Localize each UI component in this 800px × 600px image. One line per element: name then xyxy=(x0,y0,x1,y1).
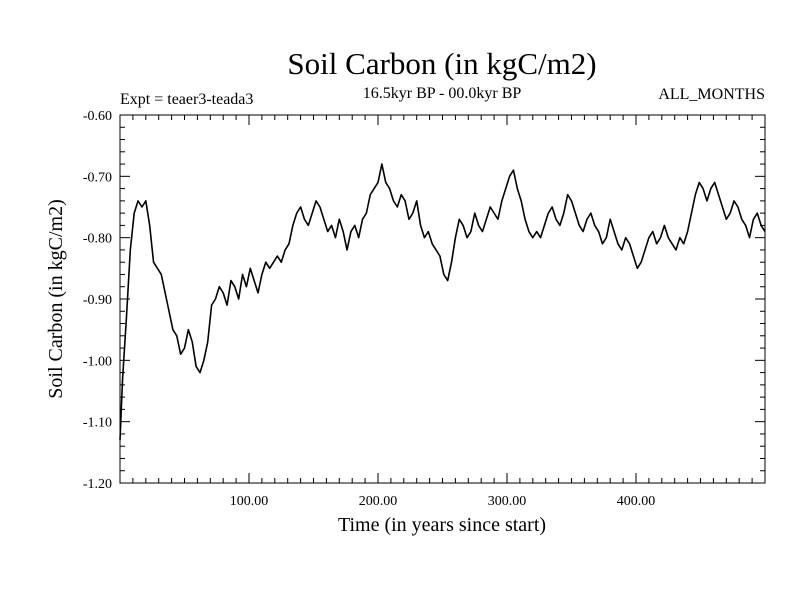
series-line-soil-carbon xyxy=(119,163,766,441)
y-tick-label: -0.90 xyxy=(83,293,112,308)
chart-title: Soil Carbon (in kgC/m2) xyxy=(287,46,596,81)
y-tick-label: -1.10 xyxy=(83,416,112,431)
plot-frame xyxy=(119,114,766,484)
y-tick-label: -0.60 xyxy=(83,109,112,124)
y-tick-label: -1.00 xyxy=(83,354,112,369)
x-tick-label: 100.00 xyxy=(230,494,269,509)
chart-subtitle: 16.5kyr BP - 00.0kyr BP xyxy=(363,85,522,102)
x-tick-label: 300.00 xyxy=(488,494,527,509)
y-tick-label: -0.70 xyxy=(83,170,112,185)
y-axis-label: Soil Carbon (in kgC/m2) xyxy=(45,199,67,398)
experiment-label: Expt = teaer3-teada3 xyxy=(120,91,253,108)
plot-area: 100.00 200.00 300.00 400.00 -0.60 -0.70 -0.80 -… xyxy=(83,109,766,509)
y-tick-label: -0.80 xyxy=(83,232,112,247)
x-tick-label: 200.00 xyxy=(359,494,398,509)
x-axis-label: Time (in years since start) xyxy=(338,514,546,536)
x-tick-label: 400.00 xyxy=(617,494,656,509)
y-tick-label: -1.20 xyxy=(83,477,112,492)
months-label: ALL_MONTHS xyxy=(658,86,765,103)
